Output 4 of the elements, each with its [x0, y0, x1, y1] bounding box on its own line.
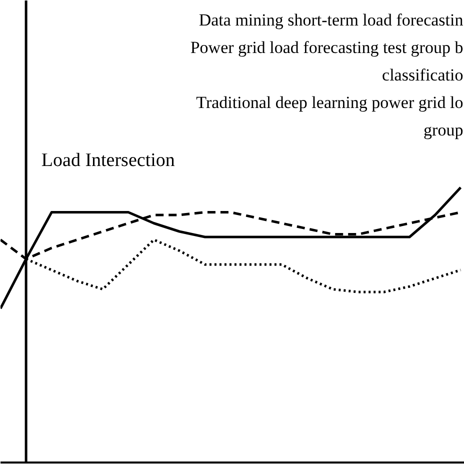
text: Traditional deep learning power grid lo group: [196, 92, 464, 140]
text: Data mining short-term load forecastin: [198, 10, 464, 30]
text: Load Intersection: [41, 150, 176, 171]
text: Power grid load forecasting test group b classificatio: [190, 38, 464, 84]
